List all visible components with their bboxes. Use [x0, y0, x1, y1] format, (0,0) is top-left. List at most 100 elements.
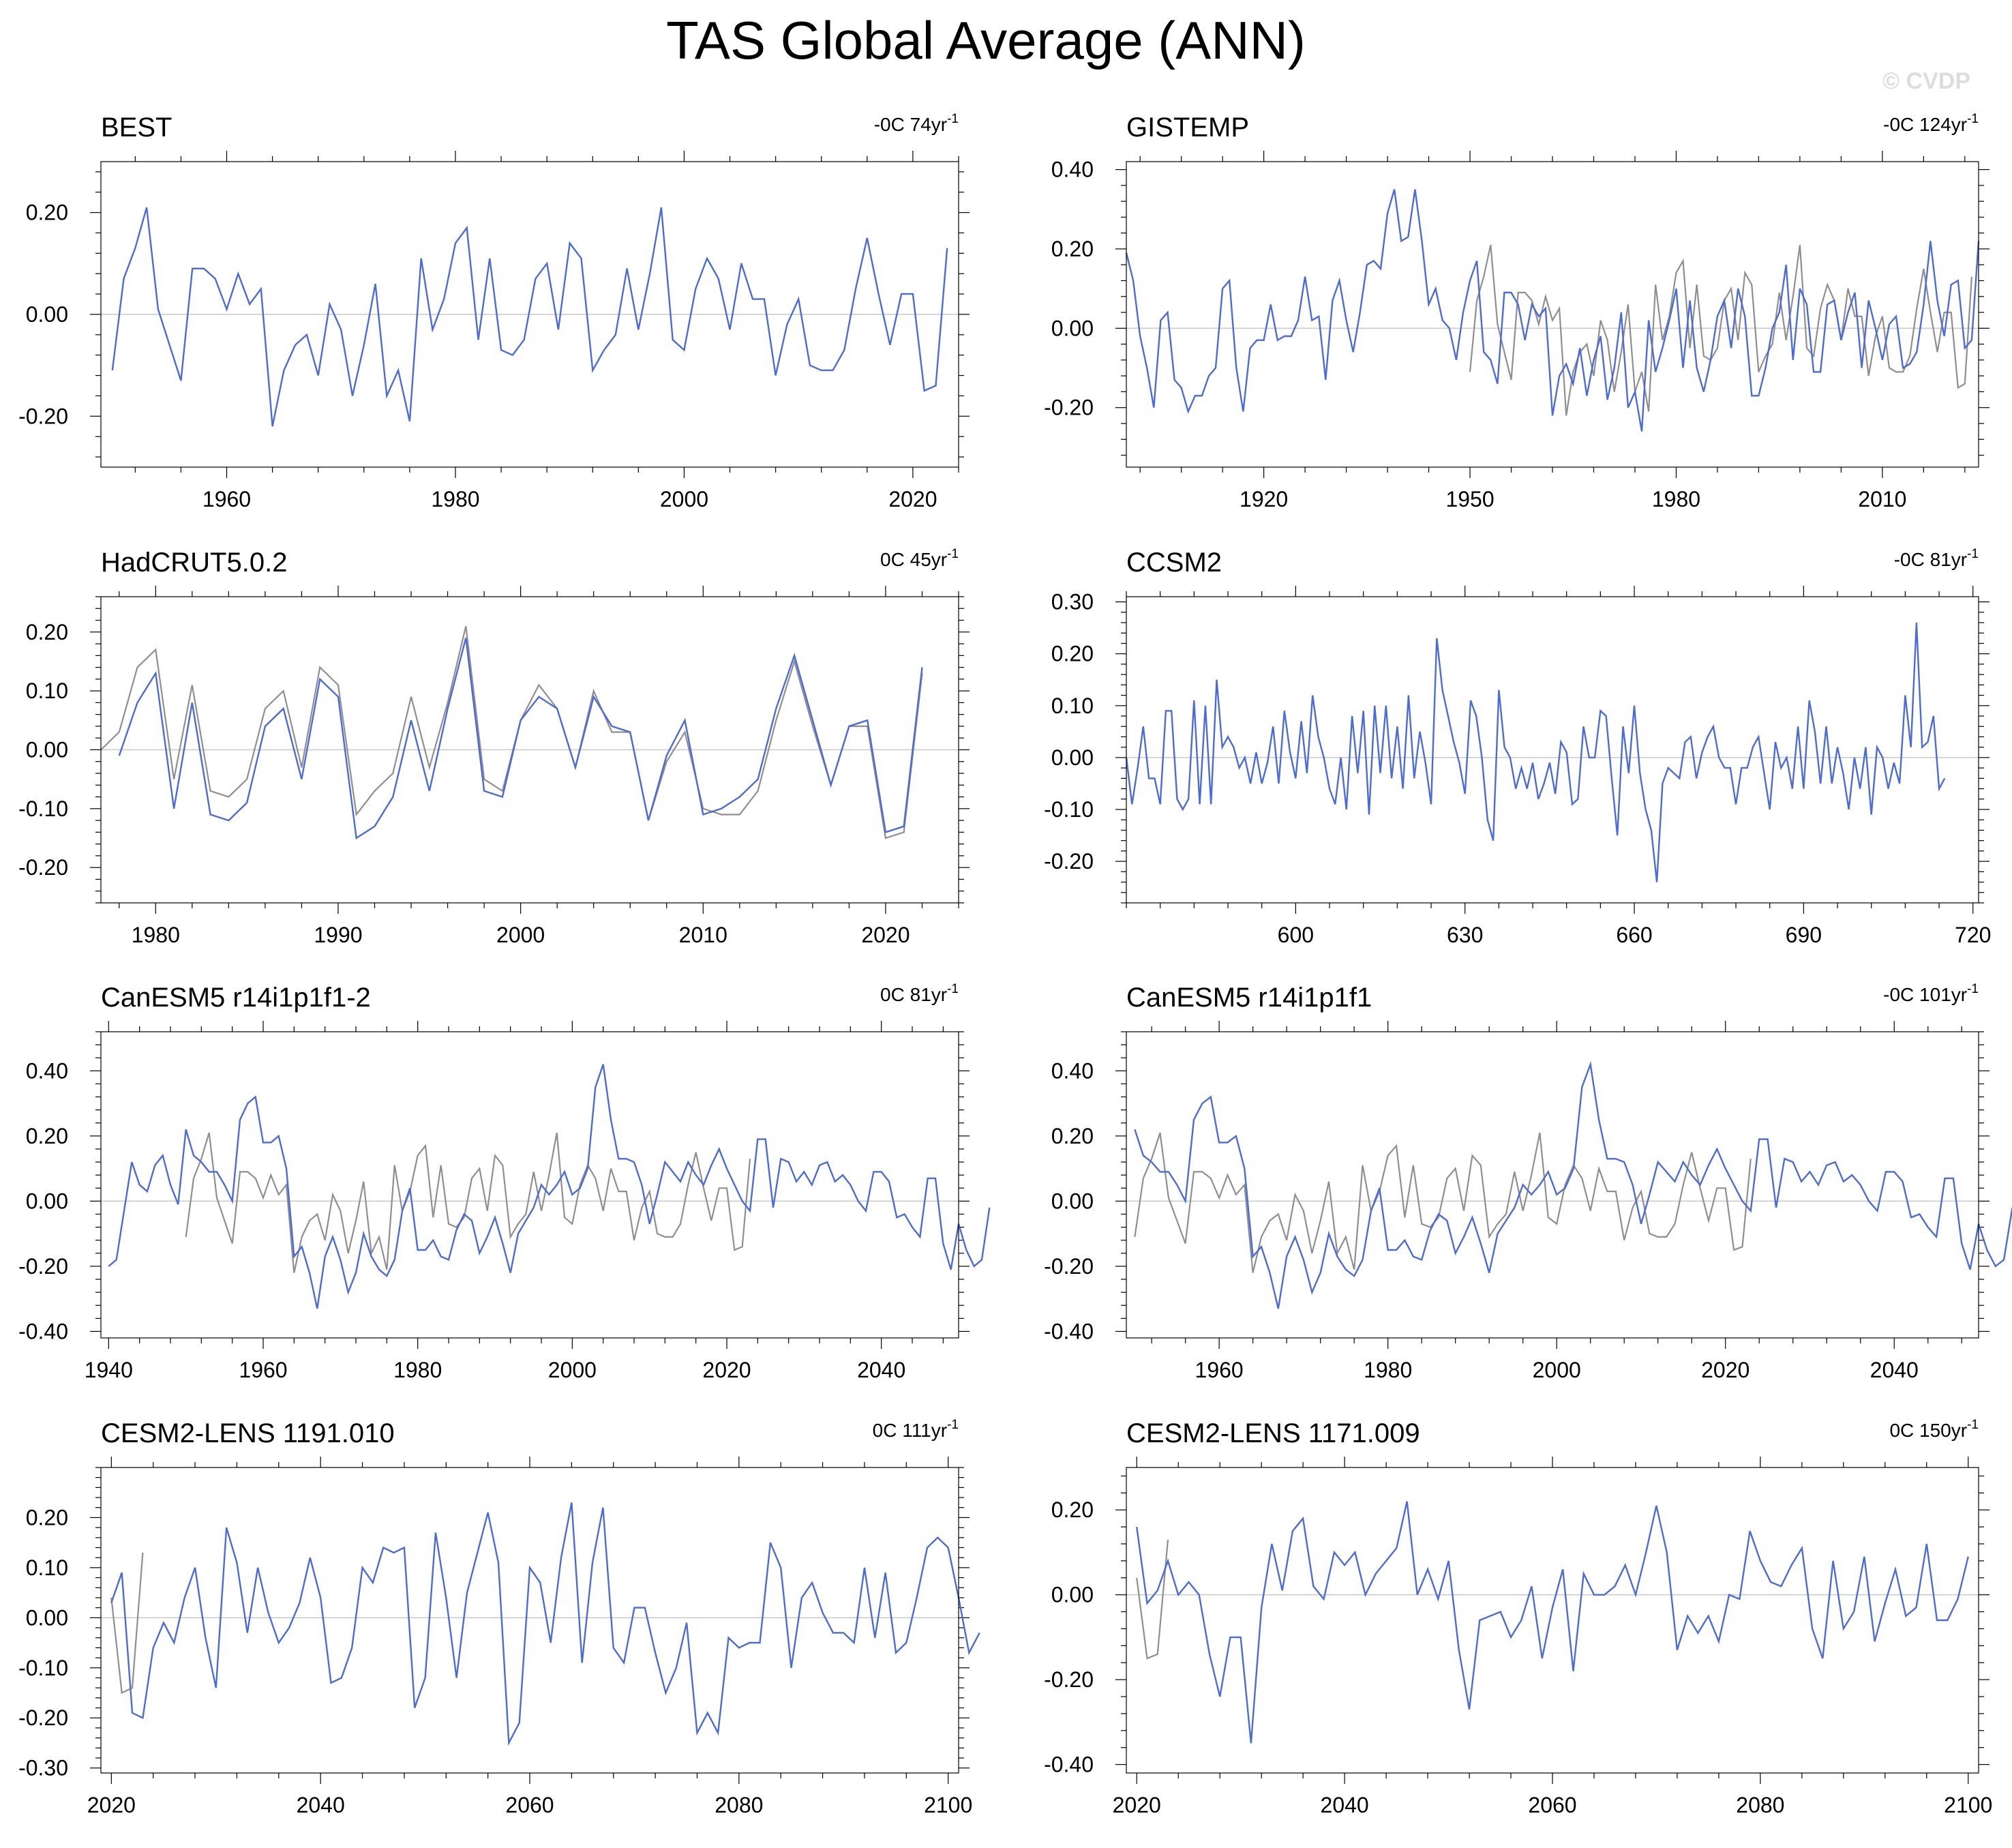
x-tick-label: 2040	[1321, 1793, 1369, 1817]
panel-4: CCSM2 -0C 81yr-1 600 630 660 690 720 0.30 0.20 0.…	[1044, 547, 1991, 947]
x-tick-label: 2000	[660, 487, 708, 511]
series-line-reference	[1469, 244, 1972, 416]
y-tick-label: 0.20	[1051, 642, 1094, 666]
x-tick-label: 1960	[239, 1358, 287, 1382]
y-tick-label: -0.40	[1044, 1753, 1094, 1777]
panel-title: CESM2-LENS 1191.010	[101, 1418, 395, 1448]
trend-text: 0C 111yr	[873, 1420, 947, 1441]
trend-text: 0C 81yr	[880, 984, 947, 1005]
y-tick-label: 0.20	[26, 1505, 68, 1530]
panel-6: CanESM5 r14i1p1f1 -0C 101yr-1 1960 1980 2000…	[1044, 982, 2012, 1382]
plot-frame	[1126, 1031, 1979, 1339]
x-tick-label: 2020	[1701, 1358, 1750, 1382]
series-line-main	[108, 1064, 991, 1309]
series-line-main	[118, 638, 923, 840]
trend-label: -0C 101yr-1	[1883, 982, 1979, 1005]
series-line-reference	[185, 1132, 751, 1273]
y-tick-label: -0.10	[18, 796, 68, 821]
y-tick-label: 0.20	[26, 620, 68, 644]
panel-title: CCSM2	[1126, 548, 1222, 578]
y-tick-label: -0.30	[18, 1756, 68, 1780]
series-line-main	[1125, 623, 1946, 882]
y-tick-label: 0.40	[26, 1058, 68, 1083]
y-tick-label: 0.20	[1051, 1497, 1094, 1522]
panel-5: CanESM5 r14i1p1f1-2 0C 81yr-1 1940 1960 1980…	[18, 982, 991, 1382]
x-tick-label: 720	[1955, 923, 1991, 947]
x-tick-label: 2020	[1113, 1793, 1161, 1817]
panel-3: HadCRUT5.0.2 0C 45yr-1 1980 1990 2000 2010 202…	[18, 547, 970, 947]
x-tick-label: 630	[1447, 923, 1483, 947]
x-tick-label: 2060	[505, 1793, 554, 1817]
plot-frame	[1126, 161, 1979, 468]
trend-text: 0C 150yr	[1889, 1420, 1967, 1441]
x-tick-label: 660	[1616, 923, 1652, 947]
trend-label: 0C 150yr-1	[1889, 1418, 1979, 1441]
copyright-label: © CVDP	[1882, 68, 1970, 94]
trend-label: -0C 81yr-1	[1894, 547, 1979, 570]
trend-text: -0C 74yr	[874, 114, 947, 135]
series-line-reference	[1134, 1132, 1752, 1273]
y-tick-label: -0.10	[1044, 797, 1094, 822]
trend-text: -0C 101yr	[1883, 984, 1967, 1005]
x-tick-label: 1940	[85, 1358, 133, 1382]
y-tick-label: -0.20	[1044, 1667, 1094, 1692]
x-tick-label: 2080	[715, 1793, 763, 1817]
x-tick-label: 2100	[924, 1793, 972, 1817]
trend-text: 0C 45yr	[880, 549, 947, 570]
trend-label: 0C 45yr-1	[880, 547, 959, 570]
series-line-main	[1134, 1061, 2012, 1309]
trend-label: -0C 74yr-1	[874, 112, 959, 135]
series-line-main	[1125, 189, 1980, 432]
y-tick-label: 0.40	[1051, 1058, 1094, 1083]
x-tick-label: 2000	[496, 923, 545, 947]
plot-frame	[100, 1467, 959, 1774]
y-tick-label: 0.00	[26, 1605, 68, 1630]
x-tick-label: 2040	[857, 1358, 905, 1382]
plot-frame	[100, 161, 959, 468]
x-tick-label: 2010	[679, 923, 727, 947]
x-tick-label: 1990	[314, 923, 362, 947]
figure-title: TAS Global Average (ANN)	[666, 10, 1306, 70]
y-tick-label: 0.00	[1051, 1583, 1094, 1607]
plot-frame	[100, 1031, 959, 1339]
y-tick-label: -0.20	[18, 1705, 68, 1730]
series-line-reference	[1136, 1539, 1169, 1660]
y-tick-label: 0.00	[26, 738, 68, 762]
series-line-main	[111, 207, 948, 427]
plot-frame	[100, 596, 959, 904]
y-tick-label: -0.20	[18, 855, 68, 880]
y-tick-label: 0.00	[1051, 1189, 1094, 1213]
plot-frame	[1126, 1467, 1979, 1774]
trend-superscript: -1	[947, 112, 959, 126]
y-tick-label: 0.20	[1051, 1124, 1094, 1148]
trend-superscript: -1	[1967, 1418, 1979, 1432]
panel-title: BEST	[101, 113, 172, 143]
y-tick-label: -0.20	[18, 1254, 68, 1279]
panel-2: GISTEMP -0C 124yr-1 1920 1950 1980 2010 0.40 0.…	[1044, 112, 1990, 511]
panel-1: BEST -0C 74yr-1 1960 1980 2000 2020 0.20 0.00 -0…	[18, 112, 970, 511]
x-tick-label: 1950	[1445, 487, 1494, 511]
panel-7: CESM2-LENS 1191.010 0C 111yr-1 2020 2040 206…	[18, 1418, 980, 1817]
trend-label: -0C 124yr-1	[1883, 112, 1979, 135]
trend-superscript: -1	[1967, 982, 1979, 996]
panel-title: GISTEMP	[1126, 113, 1249, 143]
trend-superscript: -1	[947, 982, 959, 996]
y-tick-label: 0.00	[26, 302, 68, 327]
x-tick-label: 2080	[1736, 1793, 1784, 1817]
series-line-reference	[110, 1552, 144, 1695]
y-tick-label: -0.20	[1044, 1254, 1094, 1279]
panel-title: CanESM5 r14i1p1f1	[1126, 983, 1372, 1013]
y-tick-label: 0.20	[26, 1124, 68, 1148]
x-tick-label: 1960	[202, 487, 251, 511]
x-tick-label: 1980	[431, 487, 479, 511]
x-tick-label: 2010	[1858, 487, 1906, 511]
x-tick-label: 1980	[1652, 487, 1700, 511]
series-line-main	[110, 1502, 980, 1746]
x-tick-label: 690	[1786, 923, 1822, 947]
panel-8: CESM2-LENS 1171.009 0C 150yr-1 2020 2040 206…	[1044, 1418, 1992, 1817]
trend-superscript: -1	[1967, 112, 1979, 126]
x-tick-label: 1960	[1195, 1358, 1244, 1382]
panel-title: CESM2-LENS 1171.009	[1126, 1418, 1420, 1448]
x-tick-label: 2100	[1944, 1793, 1992, 1817]
